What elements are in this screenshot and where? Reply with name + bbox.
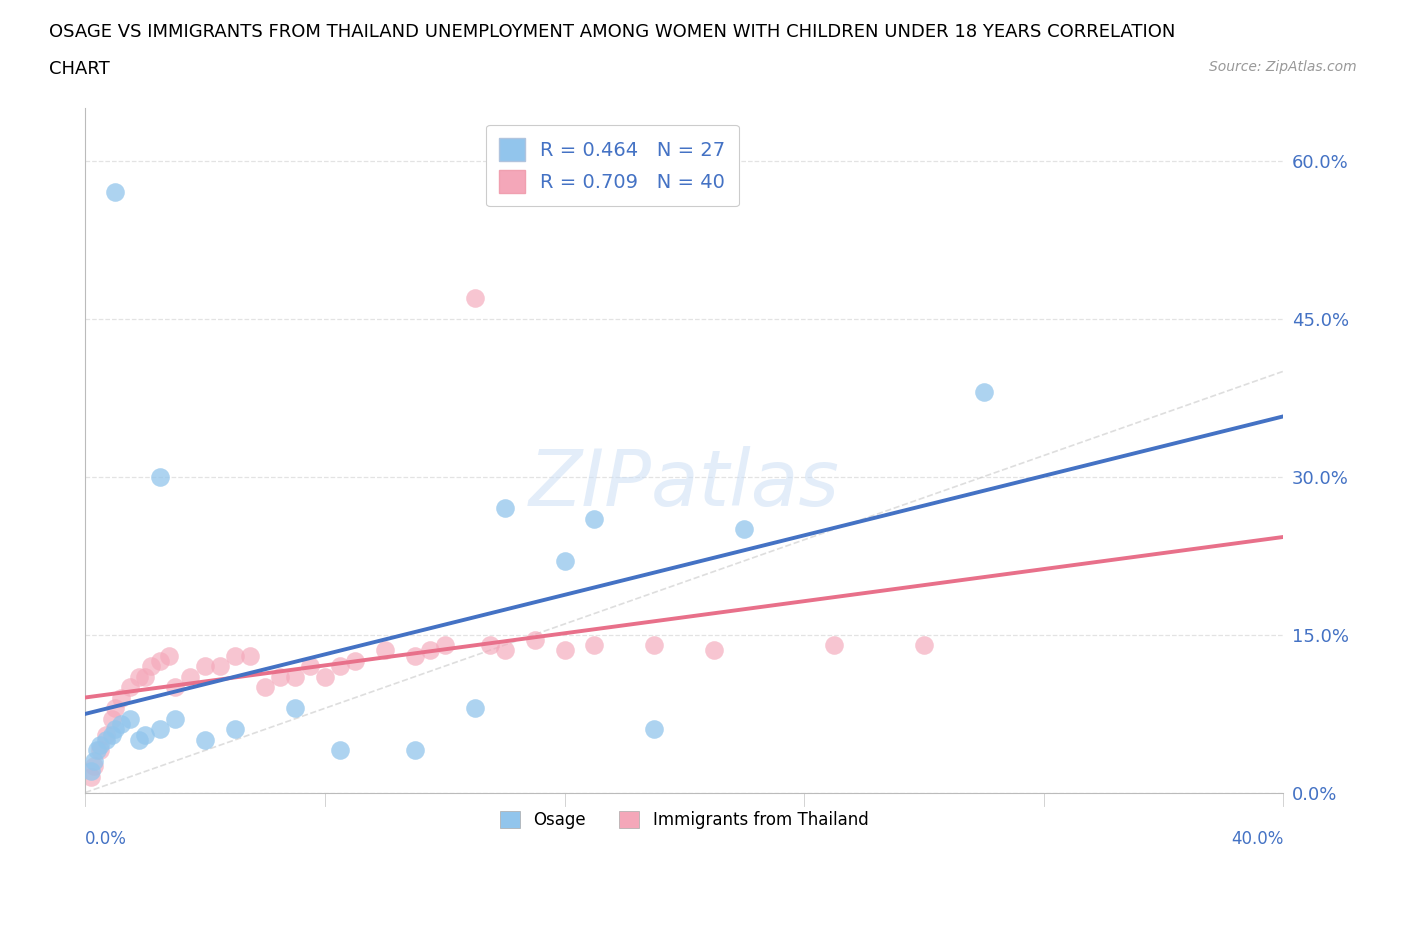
Point: [554, 553, 576, 568]
Text: Source: ZipAtlas.com: Source: ZipAtlas.com: [1209, 60, 1357, 74]
Point: [269, 670, 291, 684]
Point: [104, 722, 127, 737]
Point: [101, 711, 124, 726]
Legend: R = 0.464   N = 27, R = 0.709   N = 40: R = 0.464 N = 27, R = 0.709 N = 40: [486, 125, 740, 206]
Point: [253, 680, 276, 695]
Point: [329, 658, 352, 673]
Text: CHART: CHART: [49, 60, 110, 78]
Point: [239, 648, 262, 663]
Point: [134, 727, 156, 742]
Point: [120, 711, 142, 726]
Point: [494, 500, 516, 515]
Point: [149, 722, 172, 737]
Point: [128, 670, 150, 684]
Point: [89, 737, 111, 752]
Text: 40.0%: 40.0%: [1232, 830, 1284, 848]
Point: [89, 743, 111, 758]
Point: [110, 717, 132, 732]
Point: [554, 643, 576, 658]
Point: [141, 658, 163, 673]
Point: [128, 733, 150, 748]
Point: [823, 638, 845, 653]
Point: [83, 759, 105, 774]
Point: [404, 743, 426, 758]
Point: [464, 701, 486, 716]
Point: [343, 654, 366, 669]
Point: [83, 753, 105, 768]
Point: [80, 769, 103, 784]
Point: [134, 670, 156, 684]
Point: [179, 670, 201, 684]
Point: [224, 648, 246, 663]
Point: [643, 638, 665, 653]
Point: [96, 733, 118, 748]
Point: [284, 701, 307, 716]
Y-axis label: Unemployment Among Women with Children Under 18 years: Unemployment Among Women with Children U…: [0, 205, 7, 696]
Point: [583, 512, 606, 526]
Point: [104, 701, 127, 716]
Point: [104, 185, 127, 200]
Point: [404, 648, 426, 663]
Point: [224, 722, 246, 737]
Point: [149, 654, 172, 669]
Point: [374, 643, 396, 658]
Text: OSAGE VS IMMIGRANTS FROM THAILAND UNEMPLOYMENT AMONG WOMEN WITH CHILDREN UNDER 1: OSAGE VS IMMIGRANTS FROM THAILAND UNEMPL…: [49, 23, 1175, 41]
Point: [165, 680, 187, 695]
Point: [912, 638, 935, 653]
Point: [583, 638, 606, 653]
Point: [165, 711, 187, 726]
Point: [523, 632, 546, 647]
Point: [86, 743, 108, 758]
Point: [120, 680, 142, 695]
Point: [157, 648, 180, 663]
Point: [419, 643, 441, 658]
Point: [643, 722, 665, 737]
Point: [329, 743, 352, 758]
Point: [80, 764, 103, 779]
Point: [464, 290, 486, 305]
Point: [494, 643, 516, 658]
Point: [96, 727, 118, 742]
Point: [433, 638, 456, 653]
Point: [284, 670, 307, 684]
Point: [733, 522, 755, 537]
Point: [101, 727, 124, 742]
Point: [149, 469, 172, 484]
Point: [298, 658, 321, 673]
Point: [194, 733, 217, 748]
Text: ZIPatlas: ZIPatlas: [529, 446, 839, 523]
Point: [478, 638, 501, 653]
Point: [110, 690, 132, 705]
Point: [194, 658, 217, 673]
Text: 0.0%: 0.0%: [86, 830, 127, 848]
Point: [703, 643, 725, 658]
Point: [314, 670, 336, 684]
Point: [973, 385, 995, 400]
Point: [209, 658, 232, 673]
